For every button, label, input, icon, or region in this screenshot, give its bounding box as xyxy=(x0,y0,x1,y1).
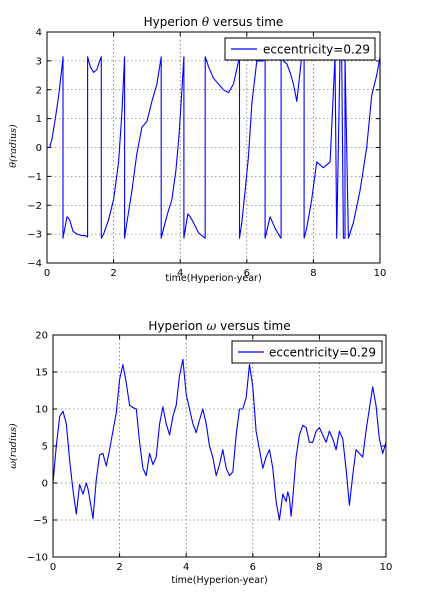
y-tick-label: −5 xyxy=(33,516,48,527)
theta-chart-ylabel: θ(radius) xyxy=(8,124,19,168)
series-line xyxy=(52,358,387,521)
x-tick-label: 2 xyxy=(110,268,116,279)
y-tick-label: 0 xyxy=(36,143,42,154)
y-tick-label: −10 xyxy=(27,553,48,564)
y-tick-label: 4 xyxy=(36,28,42,39)
theta-chart: Hyperion θ versus time 0 2 4 6 8 10 −4 −3 −2 −1 0 1… xyxy=(8,15,386,284)
x-tick-label: 10 xyxy=(380,562,393,573)
omega-chart-frame xyxy=(52,334,387,558)
y-tick-label: 15 xyxy=(35,368,48,379)
y-tick-label: 5 xyxy=(42,442,48,453)
y-tick-label: 1 xyxy=(36,114,42,125)
theta-chart-frame xyxy=(46,31,381,264)
series-line xyxy=(47,56,381,239)
x-tick-label: 6 xyxy=(244,268,250,279)
omega-chart-legend: eccentricity=0.29 xyxy=(231,340,383,364)
y-tick-label: −2 xyxy=(27,201,42,212)
y-tick-label: −3 xyxy=(27,230,42,241)
y-tick-label: 20 xyxy=(35,331,48,342)
y-tick-label: 3 xyxy=(36,56,42,67)
y-tick-label: 10 xyxy=(35,405,48,416)
x-tick-label: 8 xyxy=(316,562,322,573)
x-tick-label: 4 xyxy=(177,268,183,279)
x-tick-label: 2 xyxy=(116,562,122,573)
theta-chart-legend: eccentricity=0.29 xyxy=(224,37,376,61)
x-tick-label: 4 xyxy=(183,562,189,573)
x-tick-label: 10 xyxy=(374,268,387,279)
theta-chart-title: Hyperion θ versus time xyxy=(144,15,284,29)
omega-chart-ylabel: ω(radius) xyxy=(8,423,19,469)
x-tick-label: 8 xyxy=(310,268,316,279)
omega-chart-xlabel: time(Hyperion-year) xyxy=(171,575,267,586)
omega-chart-title: Hyperion ω versus time xyxy=(148,319,290,333)
legend-label: eccentricity=0.29 xyxy=(269,346,376,360)
omega-chart: Hyperion ω versus time 0 2 4 6 8 10 −10 −5 0 5 10 1… xyxy=(8,319,392,586)
y-tick-label: −4 xyxy=(27,259,42,270)
theta-chart-plot xyxy=(47,56,381,239)
legend-box xyxy=(224,37,376,61)
legend-box xyxy=(231,340,383,364)
legend-label: eccentricity=0.29 xyxy=(263,43,370,57)
x-tick-label: 0 xyxy=(44,268,50,279)
y-tick-label: 0 xyxy=(42,479,48,490)
x-tick-label: 0 xyxy=(50,562,56,573)
omega-chart-plot xyxy=(52,358,387,521)
y-tick-label: −1 xyxy=(27,172,42,183)
y-tick-label: 2 xyxy=(36,85,42,96)
theta-chart-xlabel: time(Hyperion-year) xyxy=(165,273,261,284)
x-tick-label: 6 xyxy=(250,562,256,573)
